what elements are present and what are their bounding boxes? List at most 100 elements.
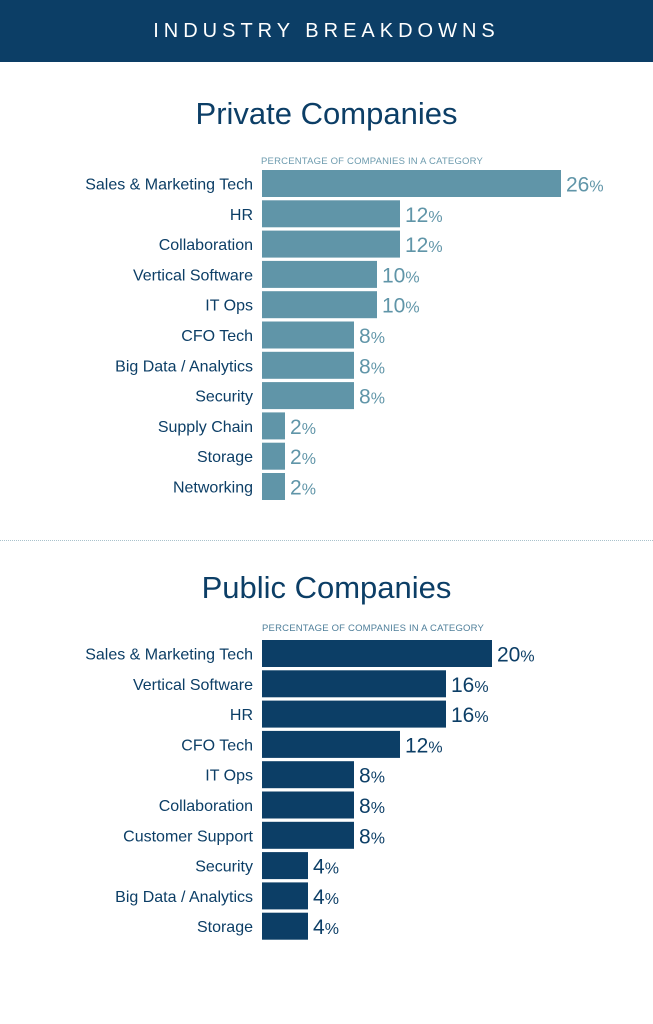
value-label: 4% bbox=[313, 856, 339, 879]
category-label: Storage bbox=[197, 919, 253, 936]
category-label: CFO Tech bbox=[181, 737, 253, 754]
bar bbox=[262, 412, 285, 440]
category-label: Customer Support bbox=[123, 828, 253, 845]
public-chart-title: Public Companies bbox=[201, 570, 452, 605]
category-label: Sales & Marketing Tech bbox=[85, 647, 253, 664]
category-label: Vertical Software bbox=[133, 677, 253, 694]
value-number: 2 bbox=[290, 477, 302, 500]
value-number: 8 bbox=[359, 386, 371, 409]
value-number: 12 bbox=[405, 234, 428, 257]
bar bbox=[262, 230, 400, 258]
category-label: Security bbox=[195, 389, 253, 406]
value-number: 4 bbox=[313, 886, 325, 909]
value-unit: % bbox=[302, 421, 316, 438]
bar bbox=[262, 882, 308, 910]
value-number: 8 bbox=[359, 355, 371, 378]
value-unit: % bbox=[428, 739, 442, 756]
public-chart-subtitle: PERCENTAGE OF COMPANIES IN A CATEGORY bbox=[262, 623, 485, 634]
value-number: 16 bbox=[451, 704, 474, 727]
value-number: 8 bbox=[359, 825, 371, 848]
category-label: Networking bbox=[173, 480, 253, 497]
value-label: 8% bbox=[359, 795, 385, 818]
value-unit: % bbox=[371, 830, 385, 847]
value-unit: % bbox=[428, 239, 442, 256]
value-label: 16% bbox=[451, 704, 489, 727]
value-label: 8% bbox=[359, 386, 385, 409]
value-unit: % bbox=[325, 891, 339, 908]
value-label: 10% bbox=[382, 295, 420, 318]
category-label: Sales & Marketing Tech bbox=[85, 177, 253, 194]
value-number: 8 bbox=[359, 325, 371, 348]
value-label: 12% bbox=[405, 204, 443, 227]
category-label: HR bbox=[230, 207, 253, 224]
value-label: 8% bbox=[359, 825, 385, 848]
value-unit: % bbox=[474, 679, 488, 696]
bar bbox=[262, 700, 446, 728]
value-label: 10% bbox=[382, 264, 420, 287]
value-unit: % bbox=[371, 391, 385, 408]
category-label: Vertical Software bbox=[133, 267, 253, 284]
header-banner: INDUSTRY BREAKDOWNS bbox=[0, 0, 653, 62]
bar bbox=[262, 382, 354, 410]
category-label: IT Ops bbox=[205, 298, 253, 315]
value-unit: % bbox=[371, 770, 385, 787]
category-label: CFO Tech bbox=[181, 328, 253, 345]
value-unit: % bbox=[589, 179, 603, 196]
value-label: 20% bbox=[497, 644, 535, 667]
value-label: 4% bbox=[313, 916, 339, 939]
value-label: 16% bbox=[451, 674, 489, 697]
private-companies-chart: Sales & Marketing Tech 26% HR 12% Collaborat… bbox=[85, 170, 604, 500]
category-label: Collaboration bbox=[159, 798, 253, 815]
value-unit: % bbox=[325, 861, 339, 878]
category-label: IT Ops bbox=[205, 768, 253, 785]
category-label: Big Data / Analytics bbox=[115, 358, 253, 375]
value-unit: % bbox=[474, 709, 488, 726]
value-unit: % bbox=[371, 330, 385, 347]
private-chart-title: Private Companies bbox=[195, 96, 458, 131]
category-label: Supply Chain bbox=[158, 419, 253, 436]
value-unit: % bbox=[405, 300, 419, 317]
value-unit: % bbox=[371, 800, 385, 817]
value-label: 26% bbox=[566, 174, 604, 197]
value-label: 8% bbox=[359, 355, 385, 378]
category-label: Collaboration bbox=[159, 237, 253, 254]
bar bbox=[262, 351, 354, 379]
bar bbox=[262, 791, 354, 819]
value-number: 10 bbox=[382, 264, 405, 287]
value-label: 2% bbox=[290, 477, 316, 500]
bar bbox=[262, 852, 308, 880]
bar bbox=[262, 640, 492, 667]
bar bbox=[262, 670, 446, 698]
value-number: 2 bbox=[290, 446, 302, 469]
value-number: 12 bbox=[405, 204, 428, 227]
bar bbox=[262, 761, 354, 789]
value-number: 2 bbox=[290, 416, 302, 439]
value-number: 4 bbox=[313, 916, 325, 939]
category-label: Big Data / Analytics bbox=[115, 889, 253, 906]
page-title: INDUSTRY BREAKDOWNS bbox=[153, 19, 500, 42]
bar bbox=[262, 200, 400, 228]
category-label: Storage bbox=[197, 449, 253, 466]
value-number: 8 bbox=[359, 795, 371, 818]
value-label: 12% bbox=[405, 734, 443, 757]
bar bbox=[262, 730, 400, 758]
value-unit: % bbox=[428, 209, 442, 226]
value-number: 20 bbox=[497, 644, 520, 667]
value-number: 12 bbox=[405, 734, 428, 757]
bar bbox=[262, 821, 354, 849]
value-number: 8 bbox=[359, 765, 371, 788]
value-unit: % bbox=[302, 482, 316, 499]
value-label: 2% bbox=[290, 416, 316, 439]
value-unit: % bbox=[371, 360, 385, 377]
value-number: 16 bbox=[451, 674, 474, 697]
value-label: 4% bbox=[313, 886, 339, 909]
public-companies-chart: Sales & Marketing Tech 20% Vertical Softwa… bbox=[85, 640, 535, 940]
category-label: HR bbox=[230, 707, 253, 724]
value-label: 8% bbox=[359, 765, 385, 788]
value-unit: % bbox=[302, 451, 316, 468]
value-number: 4 bbox=[313, 856, 325, 879]
value-number: 26 bbox=[566, 174, 589, 197]
value-label: 12% bbox=[405, 234, 443, 257]
value-label: 8% bbox=[359, 325, 385, 348]
bar bbox=[262, 260, 377, 288]
